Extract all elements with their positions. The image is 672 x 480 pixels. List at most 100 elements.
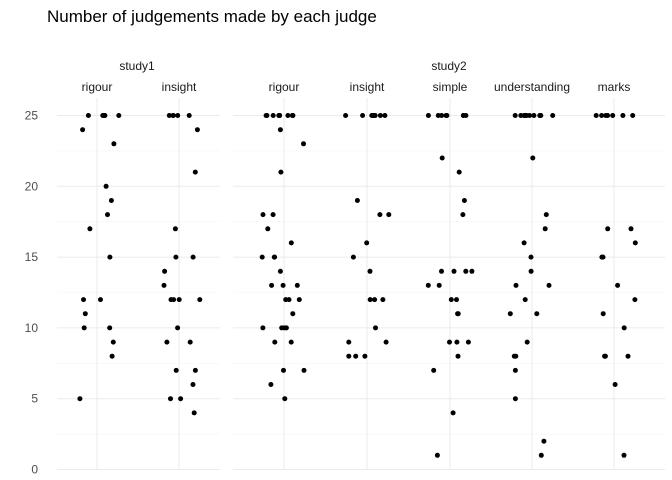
data-point <box>632 240 638 246</box>
y-tick-label: 5 <box>31 392 38 406</box>
data-point <box>87 226 93 232</box>
y-tick-label: 20 <box>25 179 39 193</box>
data-point <box>164 339 170 345</box>
chart-title: Number of judgements made by each judge <box>47 7 377 26</box>
data-point <box>448 297 454 303</box>
data-point <box>81 325 87 331</box>
data-point <box>192 169 198 175</box>
panel-label: rigour <box>82 80 113 94</box>
data-point <box>343 113 349 118</box>
data-point <box>602 353 608 359</box>
data-point <box>444 113 450 118</box>
data-point <box>625 353 631 359</box>
data-point <box>281 367 286 373</box>
data-point <box>632 297 638 303</box>
data-point <box>512 396 518 402</box>
data-point <box>451 268 457 274</box>
panel-label: simple <box>433 80 468 94</box>
data-point <box>107 254 113 260</box>
y-tick-label: 25 <box>25 109 39 123</box>
data-point <box>178 396 184 402</box>
data-point <box>447 339 452 345</box>
data-point <box>285 113 291 118</box>
data-point <box>434 452 440 458</box>
data-point <box>550 113 556 118</box>
data-point <box>454 339 460 345</box>
data-point <box>296 297 302 303</box>
data-point <box>431 367 437 373</box>
data-point <box>346 353 352 359</box>
data-point <box>605 226 611 232</box>
data-point <box>524 339 530 345</box>
data-point <box>425 113 431 118</box>
data-point <box>110 339 116 345</box>
data-point <box>166 113 172 118</box>
data-point <box>518 113 524 118</box>
data-point <box>362 353 368 359</box>
data-point <box>377 113 383 118</box>
data-point <box>512 113 518 118</box>
data-point <box>301 367 307 373</box>
data-point <box>260 212 266 218</box>
data-point <box>543 212 549 218</box>
data-point <box>353 353 359 359</box>
data-point <box>621 325 627 331</box>
data-point <box>85 113 91 118</box>
data-point <box>534 311 540 317</box>
data-point <box>170 113 176 118</box>
data-point <box>277 127 283 133</box>
data-point <box>82 311 88 317</box>
data-point <box>173 254 179 260</box>
data-point <box>615 282 621 288</box>
data-point <box>528 268 534 274</box>
data-point <box>301 141 306 147</box>
data-point <box>161 282 167 288</box>
data-point <box>372 113 378 118</box>
y-tick-label: 10 <box>25 321 39 335</box>
data-point <box>463 268 469 274</box>
data-point <box>80 127 86 133</box>
data-point <box>620 113 626 118</box>
data-point <box>439 155 445 161</box>
data-point <box>269 282 275 288</box>
data-point <box>277 113 283 118</box>
data-point <box>350 254 356 260</box>
data-point <box>270 113 276 118</box>
data-point <box>260 325 266 331</box>
data-point <box>354 198 360 203</box>
data-point <box>288 339 294 345</box>
data-point <box>507 311 513 317</box>
data-point <box>600 254 606 260</box>
data-point <box>435 113 441 118</box>
data-point <box>190 382 196 387</box>
data-point <box>386 212 392 218</box>
grid-layer <box>57 98 665 470</box>
data-point <box>373 325 378 331</box>
data-point <box>191 410 197 416</box>
study-label: study2 <box>431 59 467 73</box>
data-point <box>512 367 518 373</box>
data-point <box>81 297 86 303</box>
data-point <box>610 113 616 118</box>
data-point <box>288 240 294 246</box>
data-point <box>460 212 466 218</box>
data-point <box>546 282 552 288</box>
data-point <box>172 226 178 232</box>
data-point <box>265 226 271 232</box>
data-point <box>377 212 383 218</box>
data-point <box>175 325 181 331</box>
data-point <box>190 254 196 260</box>
data-point <box>360 113 366 118</box>
data-point <box>176 297 182 303</box>
data-point <box>461 198 467 203</box>
data-point <box>372 297 378 303</box>
data-point <box>538 452 544 458</box>
panel-label: rigour <box>269 80 300 94</box>
data-point <box>593 113 599 118</box>
data-point <box>522 297 528 303</box>
data-point <box>425 282 431 288</box>
data-point <box>103 183 109 189</box>
data-point <box>382 113 388 118</box>
data-point <box>380 297 386 303</box>
data-point <box>612 382 618 387</box>
